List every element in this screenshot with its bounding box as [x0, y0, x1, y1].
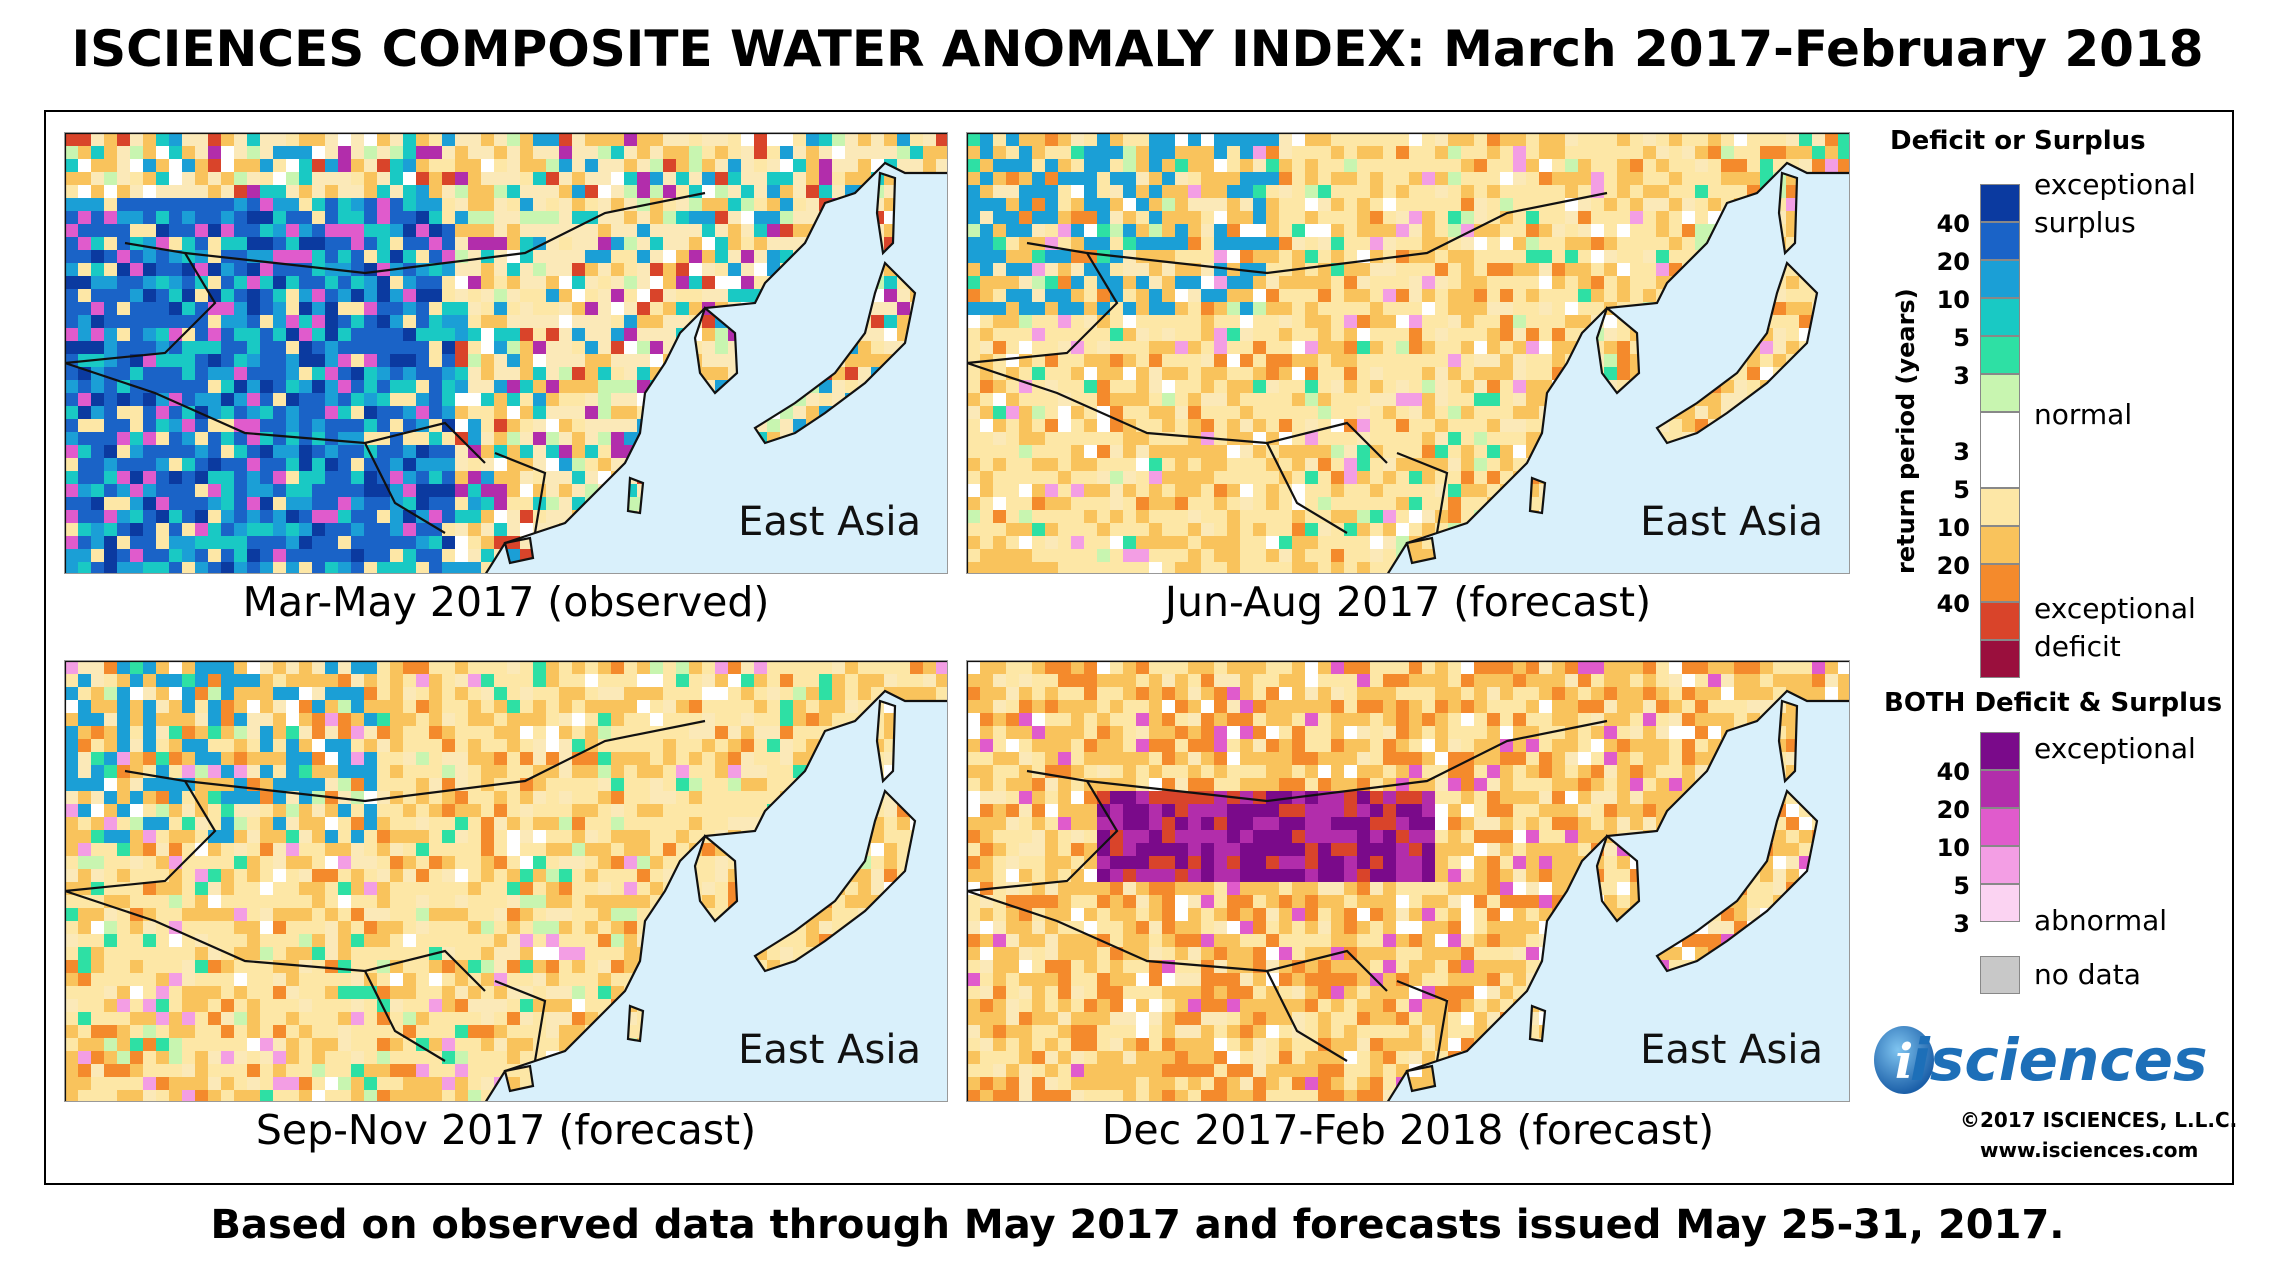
logo-globe-icon: i [1874, 1026, 1934, 1094]
country-borders [65, 133, 947, 573]
caption-sep-nov: Sep-Nov 2017 (forecast) [255, 1106, 757, 1154]
legend-axis-label: return period (years) [1892, 288, 1920, 574]
legend-tick: 20 [1936, 248, 1970, 276]
copyright: ©2017 ISCIENCES, L.L.C. [1960, 1108, 2238, 1132]
legend-label-exceptional-deficit: exceptional [2034, 592, 2196, 625]
map-jun-aug [967, 133, 1849, 573]
legend-tick: 3 [1953, 910, 1970, 938]
website-link[interactable]: www.isciences.com [1980, 1138, 2199, 1162]
legend-surplus-swatch [1980, 298, 2020, 336]
legend-surplus-swatch [1980, 184, 2020, 222]
legend-tick: 3 [1953, 362, 1970, 390]
legend-tick: 40 [1936, 758, 1970, 786]
legend-surplus-swatch [1980, 222, 2020, 260]
country-borders [65, 661, 947, 1101]
caption-dec-feb: Dec 2017-Feb 2018 (forecast) [1101, 1106, 1715, 1154]
region-label: East Asia [738, 1027, 921, 1073]
map-panel-mar-may: East Asia [64, 132, 948, 574]
legend-both-swatch [1980, 770, 2020, 808]
legend-label-deficit: deficit [2034, 630, 2121, 663]
legend-label-surplus: surplus [2034, 206, 2136, 239]
page-title: ISCIENCES COMPOSITE WATER ANOMALY INDEX:… [71, 20, 2204, 78]
legend-normal-swatch [1980, 412, 2020, 488]
legend-tick: 10 [1936, 286, 1970, 314]
legend-label-exceptional-surplus: exceptional [2034, 168, 2196, 201]
legend-tick: 20 [1936, 796, 1970, 824]
map-panel-sep-nov: East Asia [64, 660, 948, 1102]
legend-deficit-swatch [1980, 564, 2020, 602]
legend-deficit-swatch [1980, 640, 2020, 678]
isciences-logo: i isciences [1870, 1018, 2230, 1098]
legend-tick: 5 [1953, 872, 1970, 900]
legend-tick: 5 [1953, 476, 1970, 504]
legend-deficit-swatch [1980, 602, 2020, 640]
legend: Deficit or Surplus return period (years)… [1860, 118, 2237, 1178]
legend-label-normal: normal [2034, 398, 2133, 431]
legend-surplus-swatch [1980, 374, 2020, 412]
caption-jun-aug: Jun-Aug 2017 (forecast) [1164, 578, 1652, 626]
legend-tick: 40 [1936, 590, 1970, 618]
figure-frame [44, 110, 2234, 1185]
region-label: East Asia [738, 499, 921, 545]
legend-deficit-swatch [1980, 488, 2020, 526]
legend-both-swatch [1980, 808, 2020, 846]
legend-title-both: BOTH Deficit & Surplus [1884, 688, 2223, 718]
legend-tick: 10 [1936, 834, 1970, 862]
country-borders [967, 133, 1849, 573]
map-dec-feb [967, 661, 1849, 1101]
country-borders [967, 661, 1849, 1101]
legend-tick: 40 [1936, 210, 1970, 238]
footer-note: Based on observed data through May 2017 … [210, 1202, 2065, 1248]
legend-both-swatch [1980, 846, 2020, 884]
region-label: East Asia [1640, 499, 1823, 545]
map-sep-nov [65, 661, 947, 1101]
legend-both-swatch [1980, 732, 2020, 770]
legend-tick: 5 [1953, 324, 1970, 352]
map-panel-dec-feb: East Asia [966, 660, 1850, 1102]
legend-both-swatch [1980, 884, 2020, 922]
legend-label-both-abnormal: abnormal [2034, 904, 2168, 937]
logo-wordmark: isciences [1910, 1026, 2208, 1094]
legend-nodata-swatch [1980, 956, 2020, 994]
map-mar-may [65, 133, 947, 573]
legend-label-both-exceptional: exceptional [2034, 732, 2196, 765]
legend-title-deficit-surplus: Deficit or Surplus [1890, 126, 2146, 156]
legend-deficit-swatch [1980, 526, 2020, 564]
legend-surplus-swatch [1980, 260, 2020, 298]
legend-surplus-swatch [1980, 336, 2020, 374]
caption-mar-may: Mar-May 2017 (observed) [242, 578, 770, 626]
legend-tick: 20 [1936, 552, 1970, 580]
legend-label-nodata: no data [2034, 958, 2141, 991]
legend-tick: 3 [1953, 438, 1970, 466]
region-label: East Asia [1640, 1027, 1823, 1073]
legend-tick: 10 [1936, 514, 1970, 542]
map-panel-jun-aug: East Asia [966, 132, 1850, 574]
